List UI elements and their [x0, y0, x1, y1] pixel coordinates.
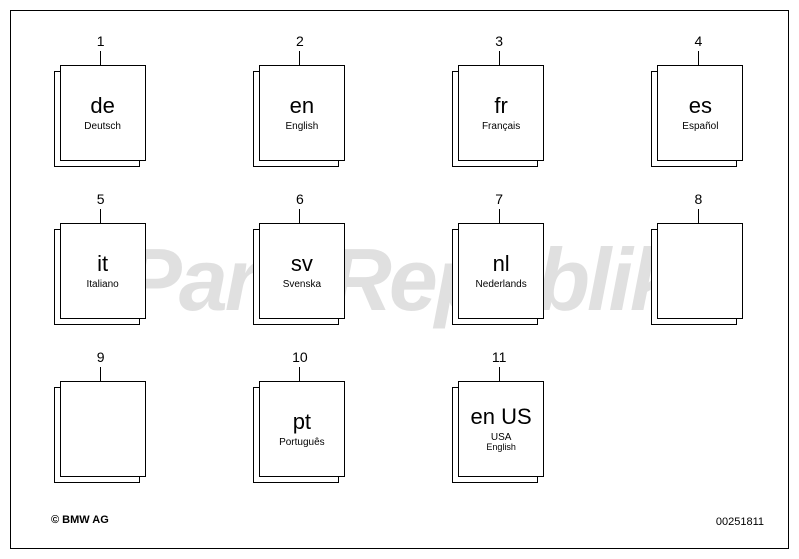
lang-name: USA [491, 432, 512, 443]
lang-name: Português [279, 437, 325, 448]
connector-line [100, 51, 101, 65]
card-number: 9 [97, 349, 105, 365]
lang-name: Español [682, 121, 718, 132]
connector-line [100, 367, 101, 381]
language-card: 3 fr Français [440, 33, 559, 167]
language-grid: 1 de Deutsch 2 en English [41, 33, 758, 483]
language-card: 6 sv Svenska [240, 191, 359, 325]
lang-code: fr [494, 94, 507, 118]
lang-code: de [90, 94, 114, 118]
card-number: 5 [97, 191, 105, 207]
connector-line [698, 51, 699, 65]
connector-line [698, 209, 699, 223]
connector-line [499, 51, 500, 65]
lang-name: Nederlands [476, 279, 527, 290]
lang-code: es [689, 94, 712, 118]
lang-code: sv [291, 252, 313, 276]
language-card: 4 es Español [639, 33, 758, 167]
card-number: 7 [495, 191, 503, 207]
book-icon: sv Svenska [253, 223, 347, 325]
language-card: 2 en English [240, 33, 359, 167]
book-icon: fr Français [452, 65, 546, 167]
language-card: 7 nl Nederlands [440, 191, 559, 325]
connector-line [100, 209, 101, 223]
card-number: 10 [292, 349, 308, 365]
card-number: 4 [694, 33, 702, 49]
document-number: 00251811 [716, 516, 764, 528]
card-number: 2 [296, 33, 304, 49]
book-icon: nl Nederlands [452, 223, 546, 325]
card-number: 11 [492, 349, 507, 365]
lang-name: Italiano [87, 279, 119, 290]
language-card: 5 it Italiano [41, 191, 160, 325]
connector-line [299, 367, 300, 381]
book-icon [651, 223, 745, 325]
lang-name-2: English [486, 443, 516, 453]
lang-code: nl [493, 252, 510, 276]
lang-name: English [285, 121, 318, 132]
lang-code: it [97, 252, 108, 276]
connector-line [499, 209, 500, 223]
book-icon: pt Português [253, 381, 347, 483]
lang-code: en US [471, 405, 532, 429]
connector-line [499, 367, 500, 381]
lang-code: pt [293, 410, 311, 434]
lang-name: Svenska [283, 279, 321, 290]
book-icon [54, 381, 148, 483]
book-icon: en US USA English [452, 381, 546, 483]
connector-line [299, 209, 300, 223]
language-card: 11 en US USA English [440, 349, 559, 483]
book-icon: de Deutsch [54, 65, 148, 167]
book-icon: it Italiano [54, 223, 148, 325]
card-number: 1 [97, 33, 105, 49]
card-number: 3 [495, 33, 503, 49]
copyright-text: © BMW AG [51, 514, 109, 526]
card-number: 8 [694, 191, 702, 207]
connector-line [299, 51, 300, 65]
lang-code: en [290, 94, 314, 118]
lang-name: Français [482, 121, 520, 132]
card-number: 6 [296, 191, 304, 207]
book-icon: es Español [651, 65, 745, 167]
diagram-frame: PartsRepublik 1 de Deutsch 2 en [10, 10, 789, 549]
language-card: 1 de Deutsch [41, 33, 160, 167]
lang-name: Deutsch [84, 121, 121, 132]
language-card: 10 pt Português [240, 349, 359, 483]
language-card: 8 [639, 191, 758, 325]
book-icon: en English [253, 65, 347, 167]
language-card: 9 [41, 349, 160, 483]
